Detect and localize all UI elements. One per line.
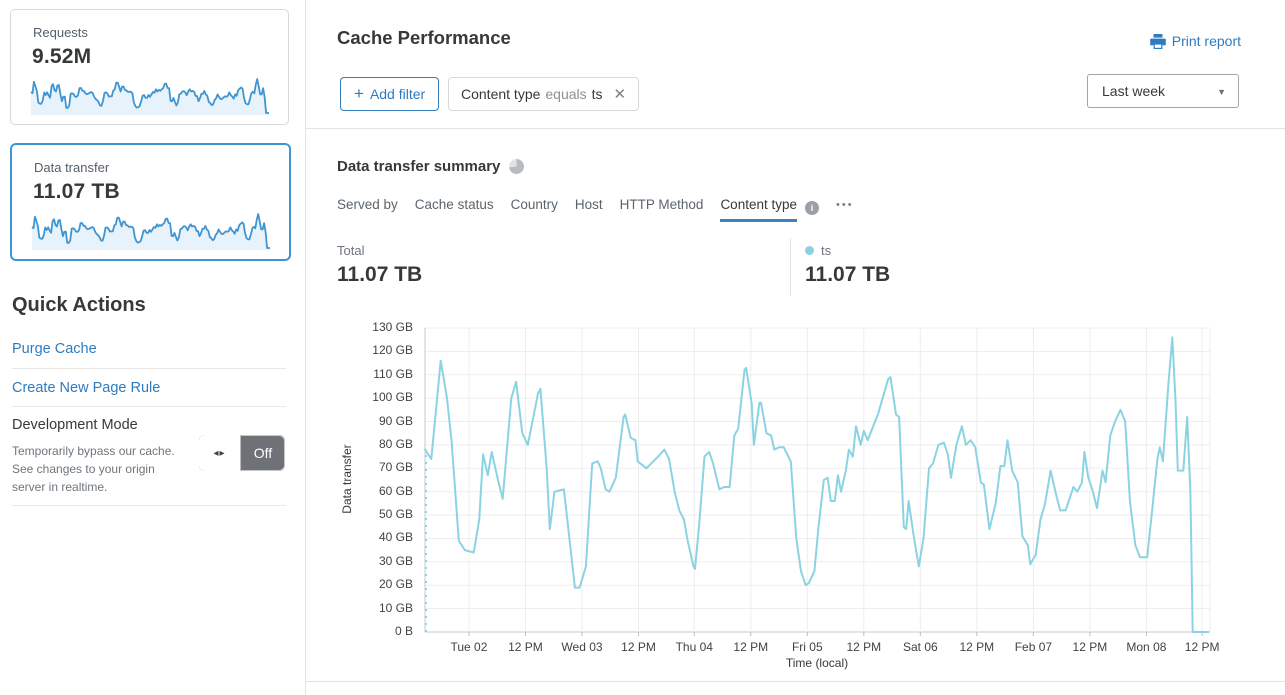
- toggle-knob[interactable]: ◂▸: [199, 435, 241, 471]
- y-tick-label: 120 GB: [372, 343, 413, 358]
- data-transfer-metric-card[interactable]: Data transfer 11.07 TB: [10, 143, 291, 261]
- plus-icon: +: [354, 83, 364, 103]
- create-page-rule-link[interactable]: Create New Page Rule: [12, 380, 161, 396]
- x-tick-label: Feb 07: [1014, 640, 1053, 654]
- dev-mode-description: Temporarily bypass our cache. See change…: [12, 444, 175, 494]
- y-tick-label: 30 GB: [378, 553, 413, 568]
- sidebar-main-divider: [305, 0, 306, 695]
- x-tick-label: Tue 02: [450, 640, 488, 654]
- data-transfer-sparkline: [31, 213, 270, 250]
- x-tick-label: Thu 04: [675, 640, 713, 654]
- more-tabs-button[interactable]: •••: [836, 199, 854, 211]
- chart-gridlines: [424, 327, 1211, 636]
- legend-entry-ts[interactable]: ts: [805, 243, 831, 258]
- x-axis-title: Time (local): [785, 656, 849, 670]
- requests-card-value: 9.52M: [32, 45, 92, 68]
- section-title-text: Data transfer summary: [337, 158, 501, 175]
- tab-country[interactable]: Country: [510, 197, 558, 212]
- total-value: 11.07 TB: [337, 263, 423, 286]
- breakdown-tabs: Served by Cache status Country Host HTTP…: [337, 197, 854, 231]
- y-tick-label: 80 GB: [378, 436, 413, 451]
- x-tick-label: 12 PM: [508, 640, 543, 654]
- chevron-down-icon: ▼: [1217, 87, 1226, 97]
- y-tick-label: 60 GB: [378, 483, 413, 498]
- y-tick-label: 70 GB: [378, 460, 413, 475]
- y-tick-label: 10 GB: [378, 600, 413, 615]
- y-tick-label: 0 B: [394, 624, 413, 638]
- y-tick-label: 130 GB: [372, 320, 413, 334]
- x-tick-label: 12 PM: [959, 640, 995, 654]
- y-tick-label: 110 GB: [373, 366, 413, 381]
- divider: [790, 238, 791, 296]
- legend-series-name: ts: [821, 243, 832, 258]
- data-transfer-card-value: 11.07 TB: [33, 180, 120, 203]
- requests-card-label: Requests: [33, 25, 88, 40]
- header-divider: [306, 128, 1285, 129]
- x-tick-label: 12 PM: [1184, 640, 1220, 654]
- data-transfer-chart: Data transfer Time (local) 130 GB 120 GB 1…: [337, 316, 1247, 678]
- requests-sparkline: [30, 78, 269, 115]
- section-title: Data transfer summary: [337, 158, 525, 175]
- requests-metric-card[interactable]: Requests 9.52M: [10, 9, 289, 125]
- x-tick-label: 12 PM: [1072, 640, 1108, 654]
- print-report-button[interactable]: Print report: [1149, 33, 1241, 49]
- x-tick-label: 12 PM: [846, 640, 882, 654]
- purge-cache-link[interactable]: Purge Cache: [12, 341, 97, 357]
- section-bottom-divider: [306, 681, 1285, 682]
- toggle-state-label: Off: [253, 445, 273, 461]
- filter-field: Content type: [461, 86, 541, 102]
- x-tick-label: Sat 06: [902, 640, 938, 654]
- x-tick-label: Fri 05: [791, 640, 823, 654]
- printer-icon: [1149, 33, 1166, 49]
- tab-served-by[interactable]: Served by: [337, 197, 398, 212]
- filter-operator: equals: [545, 86, 587, 102]
- tab-http-method[interactable]: HTTP Method: [619, 197, 704, 212]
- legend-series-value: 11.07 TB: [805, 263, 891, 286]
- y-tick-label: 40 GB: [378, 530, 413, 545]
- tab-host[interactable]: Host: [574, 197, 603, 212]
- resize-arrows-icon: ◂▸: [213, 447, 226, 459]
- x-tick-label: Mon 08: [1126, 640, 1167, 654]
- total-label: Total: [337, 243, 365, 258]
- quick-actions-title: Quick Actions: [12, 294, 146, 316]
- time-range-value: Last week: [1102, 83, 1166, 99]
- add-filter-label: Add filter: [369, 86, 426, 102]
- dev-mode-toggle[interactable]: ◂▸ Off: [199, 435, 285, 471]
- main-content: Cache Performance Print report + Add fil…: [306, 0, 1285, 695]
- pie-chart-icon: [509, 159, 525, 174]
- divider: [12, 406, 286, 407]
- y-tick-label: 90 GB: [378, 413, 413, 428]
- y-tick-label: 100 GB: [372, 390, 413, 405]
- series-line-ts: [424, 336, 1210, 633]
- time-range-select[interactable]: Last week ▼: [1087, 74, 1239, 108]
- tab-content-type-label: Content type: [720, 197, 797, 222]
- dev-mode-label: Development Mode: [12, 417, 138, 433]
- chart-canvas: [424, 327, 1211, 636]
- sidebar: Requests 9.52M Data transfer 11.07 TB Qu…: [0, 0, 305, 695]
- tab-cache-status[interactable]: Cache status: [414, 197, 494, 212]
- remove-filter-icon[interactable]: ✕: [613, 85, 627, 103]
- page-title: Cache Performance: [337, 27, 511, 48]
- info-icon[interactable]: i: [805, 200, 819, 215]
- divider: [12, 505, 286, 506]
- y-tick-label: 50 GB: [378, 507, 413, 522]
- y-tick-label: 20 GB: [378, 577, 413, 592]
- add-filter-button[interactable]: + Add filter: [340, 77, 440, 111]
- legend-dot: [805, 246, 814, 255]
- divider: [12, 368, 286, 369]
- filter-value: ts: [591, 86, 603, 102]
- x-tick-label: Wed 03: [561, 640, 603, 654]
- filter-chip-content-type[interactable]: Content type equals ts ✕: [448, 77, 640, 111]
- x-tick-label: 12 PM: [733, 640, 769, 654]
- print-report-label: Print report: [1171, 33, 1241, 49]
- x-tick-label: 12 PM: [621, 640, 656, 654]
- tab-content-type[interactable]: Content type i: [720, 197, 819, 231]
- data-transfer-card-label: Data transfer: [34, 160, 110, 175]
